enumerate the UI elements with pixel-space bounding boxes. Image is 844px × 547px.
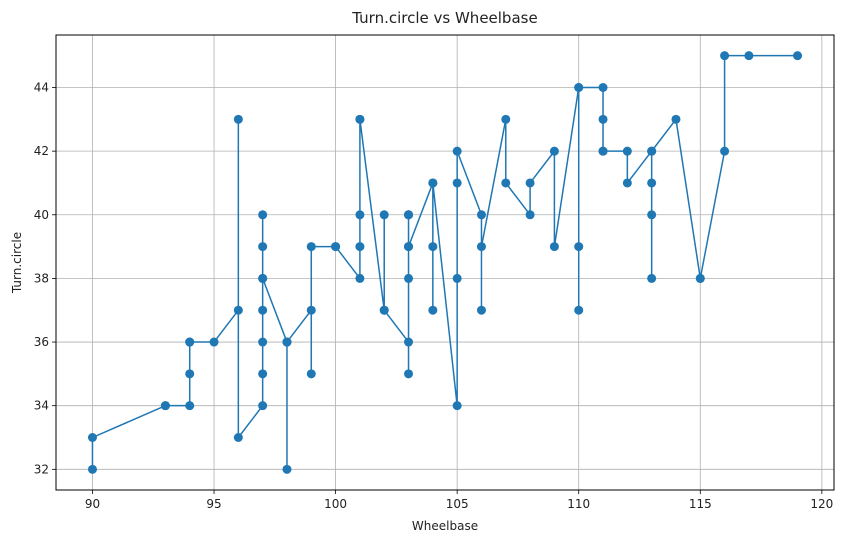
- data-point: [282, 464, 292, 474]
- y-tick-label: 36: [34, 335, 49, 349]
- data-point: [258, 401, 268, 411]
- data-point: [185, 337, 195, 347]
- data-point: [258, 273, 268, 283]
- data-point: [185, 369, 195, 379]
- data-point: [160, 401, 170, 411]
- data-point: [574, 83, 584, 92]
- data-point: [598, 146, 608, 156]
- data-point: [233, 305, 243, 315]
- data-point: [258, 369, 268, 379]
- ticks: 90 95 100 105 110 115 120 32 34 36 38 40 42 44: [34, 81, 834, 512]
- data-point: [720, 51, 730, 61]
- plot-frame: [55, 34, 835, 491]
- y-tick-label: 40: [34, 208, 49, 222]
- data-point: [355, 114, 365, 124]
- data-point: [355, 210, 365, 220]
- data-point: [574, 305, 584, 315]
- data-point: [404, 369, 414, 379]
- data-point: [695, 273, 705, 283]
- data-point: [233, 433, 243, 442]
- data-point: [793, 51, 803, 61]
- data-point: [452, 273, 462, 283]
- data-point: [428, 178, 438, 188]
- data-point: [647, 210, 657, 220]
- data-point: [87, 433, 97, 442]
- data-point: [355, 273, 365, 283]
- data-point: [282, 337, 292, 347]
- chart-title: Turn.circle vs Wheelbase: [351, 9, 537, 27]
- data-point: [525, 178, 535, 188]
- x-tick-label: 115: [689, 497, 712, 511]
- data-point: [452, 401, 462, 411]
- data-point: [185, 401, 195, 411]
- x-tick-label: 95: [206, 497, 221, 511]
- data-point: [306, 369, 316, 379]
- y-tick-label: 34: [34, 399, 49, 413]
- x-tick-label: 100: [324, 497, 347, 511]
- series-line: [91, 54, 798, 471]
- series: [87, 51, 803, 474]
- data-point: [622, 178, 632, 188]
- data-point: [476, 210, 486, 220]
- data-point: [501, 114, 511, 124]
- data-point: [87, 464, 97, 474]
- data-point: [647, 146, 657, 156]
- data-point: [306, 242, 316, 252]
- data-point: [331, 242, 341, 252]
- data-point: [501, 178, 511, 188]
- x-tick-label: 105: [446, 497, 469, 511]
- y-tick-label: 38: [34, 271, 49, 285]
- data-point: [404, 210, 414, 220]
- data-point: [622, 146, 632, 156]
- y-tick-label: 42: [34, 144, 49, 158]
- data-point: [647, 178, 657, 188]
- data-point: [379, 210, 389, 220]
- data-point: [452, 146, 462, 156]
- data-point: [452, 178, 462, 188]
- data-point: [355, 242, 365, 252]
- data-point: [574, 242, 584, 252]
- grid: [56, 35, 834, 490]
- data-point: [647, 273, 657, 283]
- data-point: [598, 114, 608, 124]
- data-point: [404, 337, 414, 347]
- y-tick-label: 44: [34, 81, 49, 95]
- data-point: [428, 305, 438, 315]
- data-point: [258, 242, 268, 252]
- data-point: [549, 242, 559, 252]
- x-tick-label: 120: [810, 497, 833, 511]
- data-point: [525, 210, 535, 220]
- data-point: [379, 305, 389, 315]
- data-point: [428, 242, 438, 252]
- data-point: [404, 273, 414, 283]
- data-point: [404, 242, 414, 252]
- x-tick-label: 90: [85, 497, 100, 511]
- data-point: [476, 305, 486, 315]
- data-point: [258, 305, 268, 315]
- y-axis-title: Turn.circle: [10, 232, 24, 294]
- data-point: [233, 114, 243, 124]
- data-point: [549, 146, 559, 156]
- data-point: [598, 83, 608, 92]
- x-axis-title: Wheelbase: [412, 519, 478, 533]
- data-point: [209, 337, 219, 347]
- data-point: [671, 114, 681, 124]
- data-point: [258, 337, 268, 347]
- data-point: [476, 242, 486, 252]
- data-point: [744, 51, 754, 61]
- data-point: [720, 146, 730, 156]
- y-tick-label: 32: [34, 462, 49, 476]
- x-tick-label: 110: [567, 497, 590, 511]
- data-point: [306, 305, 316, 315]
- data-point: [258, 210, 268, 220]
